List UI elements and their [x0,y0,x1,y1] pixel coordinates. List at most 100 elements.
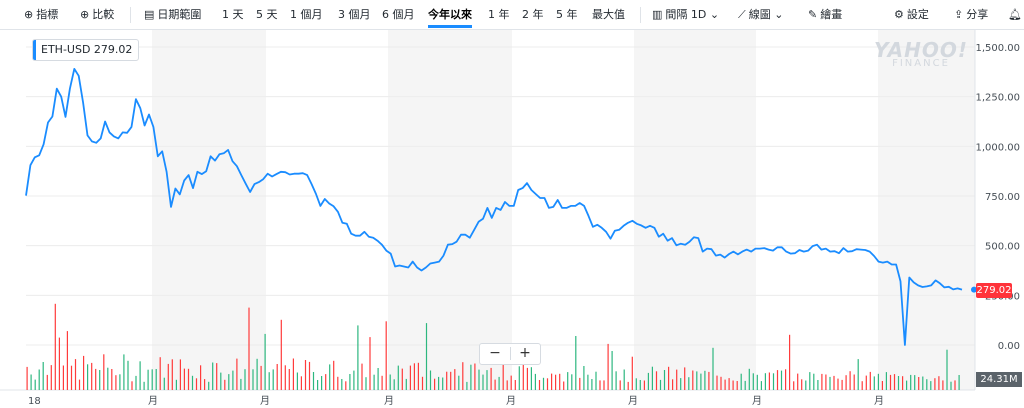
volume-bar [688,377,690,390]
chart-area[interactable]: 1,500.001,250.001,000.00750.00500.00250.… [0,30,1024,408]
volume-bar [756,374,758,390]
range-5y[interactable]: 5 年 [556,8,578,21]
notification-icon[interactable]: 🔔︎ [1008,8,1022,22]
volume-bar [204,379,206,390]
volume-bar [304,360,307,390]
volume-bar [615,371,617,390]
volume-bar [123,354,125,390]
zoom-in-button[interactable]: + [519,345,531,361]
volume-bar [591,379,593,390]
volume-bar [353,370,355,390]
volume-bar [643,380,645,390]
volume-bar [869,371,871,390]
share-button[interactable]: ⇪ 分享 [954,8,988,22]
chart-toolbar: ⊕ 指標 ⊕ 比較 ▤ 日期範圍 1 天 5 天 1 個月 3 個月 6 個月 今年以… [0,0,1024,30]
price-chart: 1,500.001,250.001,000.00750.00500.00250.… [0,30,1020,407]
volume-bar [66,331,68,390]
x-tick-label: 月 [628,395,638,407]
volume-bar [768,372,770,390]
active-range-indicator [428,25,472,28]
date-range-label: 日期範圍 [157,8,202,21]
legend-value: 279.02 [93,43,133,56]
volume-bar [78,379,81,390]
volume-bar [583,366,585,390]
zoom-out-button[interactable]: − [489,345,501,361]
range-6m[interactable]: 6 個月 [382,8,415,21]
volume-bar [522,365,524,390]
volume-bar [555,374,557,390]
x-tick-label: 月 [148,395,158,407]
volume-bar [881,381,883,390]
range-3m[interactable]: 3 個月 [338,8,371,21]
volume-bar [659,379,662,390]
volume-bar [760,381,762,390]
y-tick-label: 750.00 [985,192,1020,203]
volume-bar [510,375,512,390]
volume-bar [276,364,278,390]
volume-bar [873,376,875,390]
volume-bar [748,368,750,390]
volume-bar [603,380,605,390]
interval-dropdown[interactable]: ▥ 間隔 1D ⌄ [652,8,719,22]
volume-bar [538,380,541,390]
volume-bar [599,380,601,390]
volume-bar [841,379,843,390]
volume-bar [720,376,722,390]
volume-bar [801,379,803,390]
pencil-icon: ✎ [808,8,818,21]
volume-bar [212,362,214,390]
volume-bar [518,366,520,390]
volume-bar [526,367,528,390]
volume-bar [534,373,536,390]
volume-bar [393,379,395,390]
volume-bar [260,365,262,390]
volume-bar [740,373,742,390]
volume-bar [462,362,464,390]
range-1d[interactable]: 1 天 [222,8,244,21]
volume-bar [171,359,173,390]
compare-button[interactable]: ⊕ 比較 [80,8,114,22]
draw-button[interactable]: ✎ 繪畫 [808,8,842,22]
volume-bar [704,370,706,390]
range-max[interactable]: 最大值 [592,8,625,21]
date-range-button[interactable]: ▤ 日期範圍 [144,8,201,22]
volume-bar [139,361,141,390]
volume-bar [135,375,137,390]
volume-bar [813,373,815,390]
range-2y[interactable]: 2 年 [522,8,544,21]
volume-bar [611,351,613,390]
chart-type-dropdown[interactable]: ⟋ 線圖 ⌄ [738,8,783,22]
volume-bar [542,377,545,390]
volume-bar [482,374,484,390]
series-legend[interactable]: ETH-USD 279.02 [32,39,140,61]
volume-bar [413,363,415,390]
range-1y[interactable]: 1 年 [488,8,510,21]
volume-bar [389,374,391,390]
x-tick-label: 月 [874,395,884,407]
settings-button[interactable]: ⚙ 設定 [894,8,929,22]
volume-bar [910,374,912,390]
volume-bar [877,373,879,390]
volume-bar [187,368,190,390]
month-band [634,30,756,390]
volume-bar [897,376,900,390]
y-tick-label: 1,250.00 [975,93,1020,104]
volume-bar [567,372,569,390]
volume-bar [821,373,823,390]
volume-bar [385,321,387,390]
volume-bar [62,365,64,390]
legend-symbol: ETH-USD [41,43,91,56]
current-volume-tag: 24.31M [976,372,1022,387]
volume-bar [224,379,226,390]
volume-bar [83,355,85,390]
volume-bar [575,336,577,390]
volume-bar [639,380,641,390]
volume-bar [780,370,783,390]
watermark-line2: FINANCE [892,58,950,69]
range-ytd[interactable]: 今年以來 [428,8,472,21]
range-5d[interactable]: 5 天 [256,8,278,21]
volume-bar [619,380,621,390]
range-1m[interactable]: 1 個月 [290,8,323,21]
calendar-icon: ▤ [144,8,155,21]
indicators-button[interactable]: ⊕ 指標 [24,8,58,22]
